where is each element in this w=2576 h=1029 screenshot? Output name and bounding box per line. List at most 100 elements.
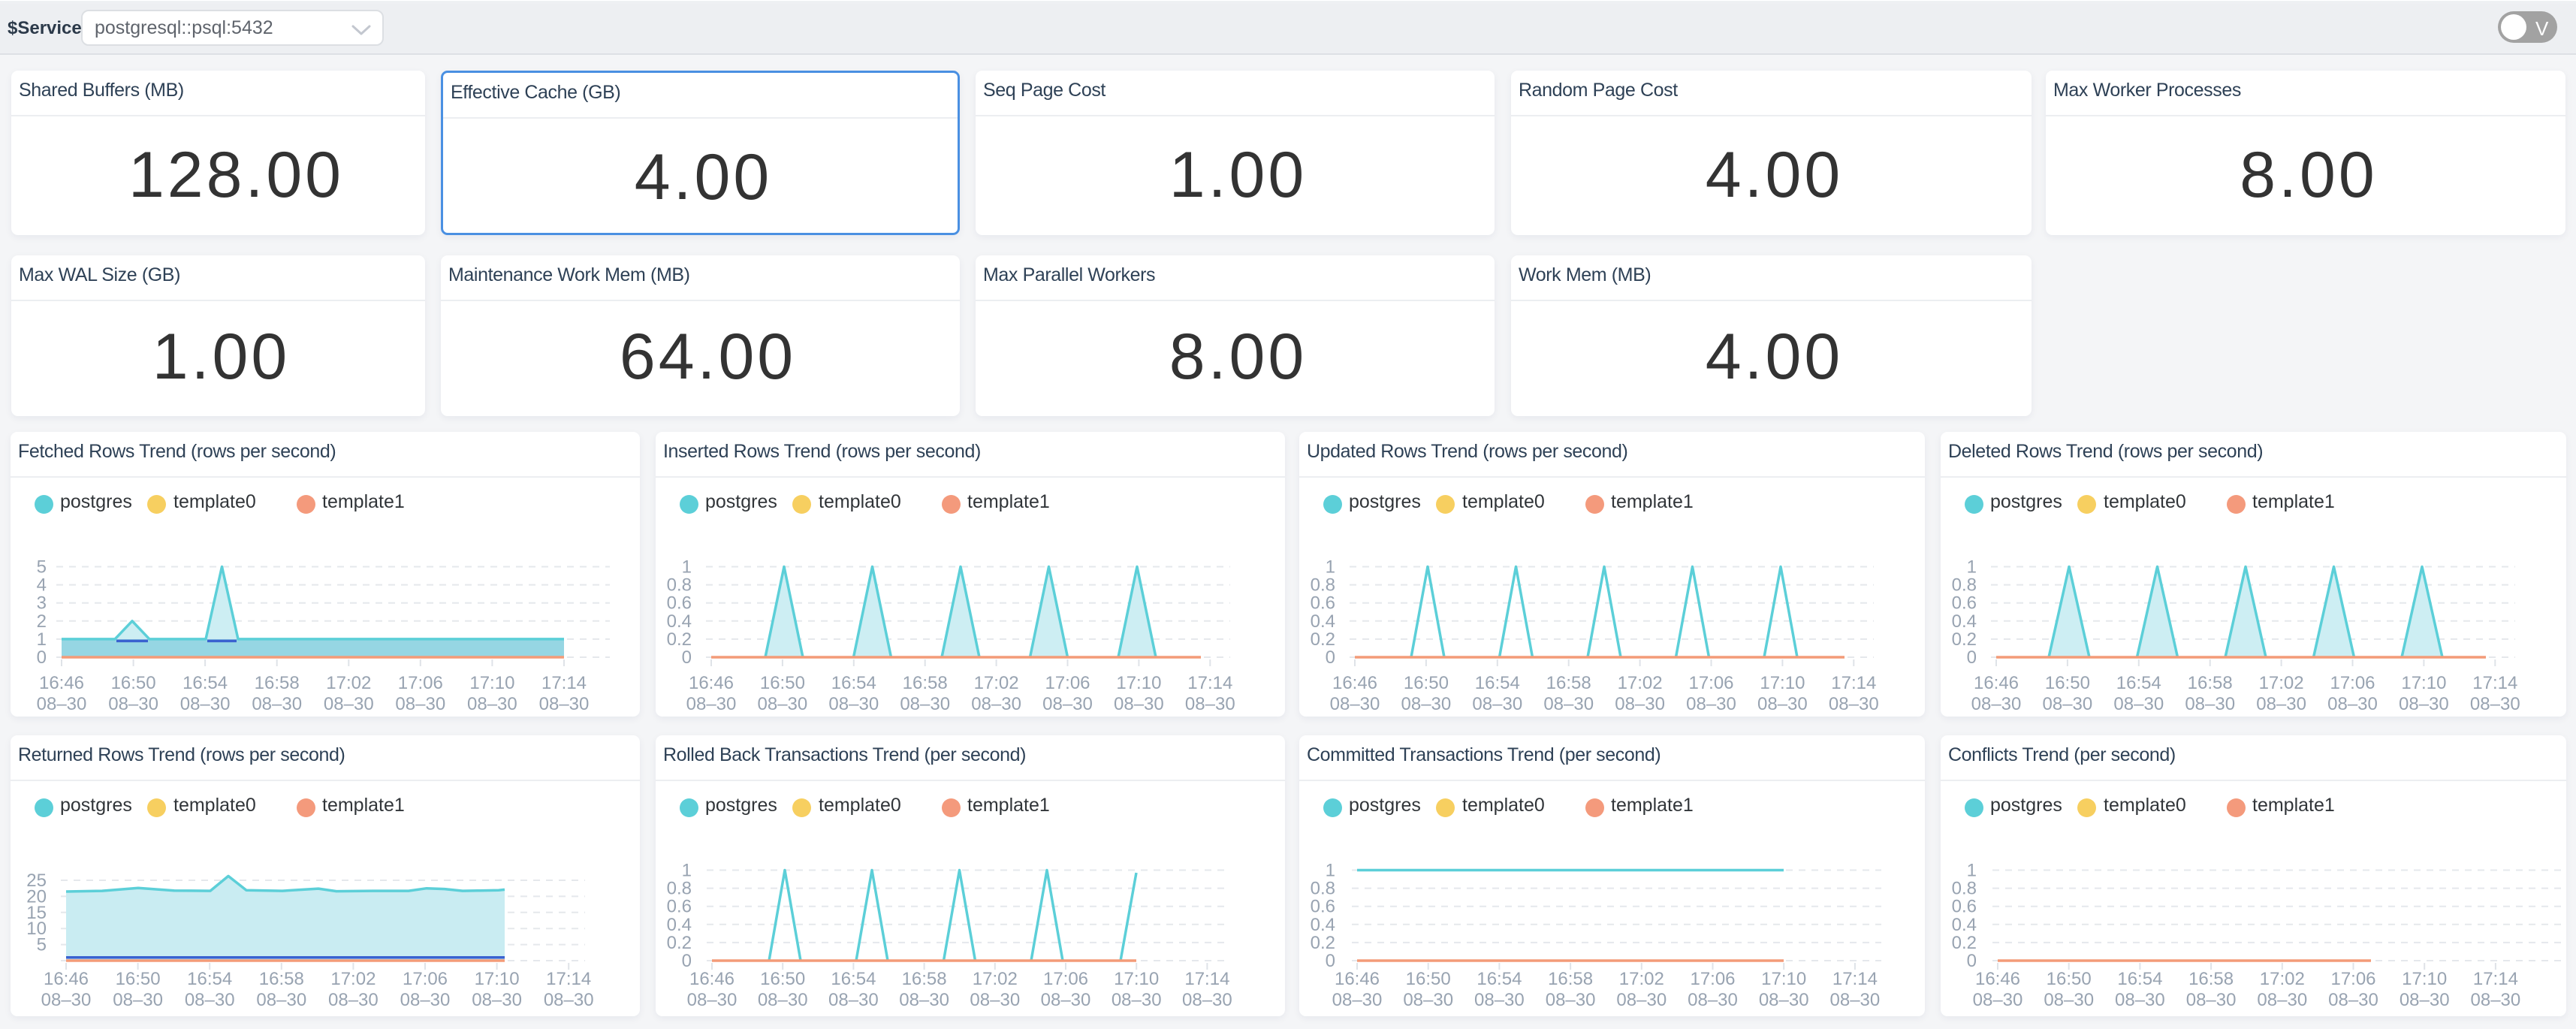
- svg-text:16:58: 16:58: [903, 673, 948, 693]
- svg-text:17:02: 17:02: [973, 969, 1018, 989]
- svg-text:08–30: 08–30: [180, 694, 231, 714]
- svg-text:16:50: 16:50: [760, 969, 805, 989]
- svg-text:17:14: 17:14: [1831, 673, 1876, 693]
- svg-text:5: 5: [37, 935, 47, 955]
- svg-text:1: 1: [1326, 557, 1335, 578]
- svg-text:5: 5: [37, 557, 47, 578]
- svg-text:0: 0: [37, 647, 47, 668]
- svg-text:16:58: 16:58: [255, 673, 300, 693]
- svg-text:16:46: 16:46: [689, 969, 734, 989]
- svg-text:17:06: 17:06: [1690, 969, 1735, 989]
- svg-text:1: 1: [1967, 861, 1977, 881]
- svg-text:0.8: 0.8: [667, 879, 692, 899]
- svg-text:17:02: 17:02: [2259, 673, 2304, 693]
- svg-text:16:58: 16:58: [1548, 969, 1593, 989]
- svg-text:08–30: 08–30: [1830, 990, 1881, 1010]
- svg-text:0.4: 0.4: [1952, 915, 1977, 935]
- svg-text:08–30: 08–30: [1330, 694, 1380, 714]
- svg-text:17:06: 17:06: [1043, 969, 1088, 989]
- svg-text:08–30: 08–30: [1182, 990, 1232, 1010]
- svg-text:0.8: 0.8: [667, 575, 692, 596]
- svg-text:0.4: 0.4: [1311, 611, 1335, 632]
- svg-text:08–30: 08–30: [687, 990, 738, 1010]
- svg-text:0: 0: [682, 951, 692, 971]
- svg-text:08–30: 08–30: [1546, 990, 1596, 1010]
- svg-text:0.6: 0.6: [1952, 897, 1977, 917]
- svg-text:08–30: 08–30: [758, 694, 808, 714]
- svg-text:08–30: 08–30: [971, 694, 1021, 714]
- svg-text:0.2: 0.2: [1952, 629, 1977, 650]
- svg-text:0: 0: [1326, 951, 1335, 971]
- svg-text:16:58: 16:58: [2188, 969, 2234, 989]
- svg-text:16:50: 16:50: [2045, 673, 2090, 693]
- svg-text:08–30: 08–30: [1114, 694, 1164, 714]
- svg-text:17:14: 17:14: [546, 969, 591, 989]
- svg-text:1: 1: [1967, 557, 1977, 578]
- svg-text:08–30: 08–30: [2115, 990, 2165, 1010]
- svg-text:16:46: 16:46: [1335, 969, 1380, 989]
- svg-text:08–30: 08–30: [1112, 990, 1162, 1010]
- svg-text:17:06: 17:06: [398, 673, 443, 693]
- svg-text:17:02: 17:02: [326, 673, 371, 693]
- svg-text:17:02: 17:02: [1619, 969, 1664, 989]
- svg-text:17:06: 17:06: [2330, 673, 2375, 693]
- svg-text:08–30: 08–30: [1332, 990, 1383, 1010]
- svg-text:1: 1: [37, 629, 47, 650]
- svg-text:17:14: 17:14: [1832, 969, 1878, 989]
- svg-text:16:54: 16:54: [187, 969, 232, 989]
- svg-text:0.2: 0.2: [1952, 933, 1977, 953]
- svg-text:17:10: 17:10: [475, 969, 520, 989]
- svg-text:08–30: 08–30: [252, 694, 302, 714]
- svg-text:08–30: 08–30: [2471, 990, 2521, 1010]
- svg-text:08–30: 08–30: [899, 990, 949, 1010]
- svg-text:08–30: 08–30: [2043, 694, 2093, 714]
- svg-text:08–30: 08–30: [2400, 990, 2450, 1010]
- svg-text:17:06: 17:06: [403, 969, 448, 989]
- svg-text:08–30: 08–30: [1403, 990, 1453, 1010]
- svg-text:17:06: 17:06: [1688, 673, 1733, 693]
- svg-text:16:58: 16:58: [902, 969, 947, 989]
- svg-text:08–30: 08–30: [1543, 694, 1594, 714]
- svg-text:17:10: 17:10: [1761, 969, 1806, 989]
- svg-text:16:58: 16:58: [2188, 673, 2233, 693]
- svg-text:08–30: 08–30: [544, 990, 594, 1010]
- svg-text:0.8: 0.8: [1952, 879, 1977, 899]
- svg-text:08–30: 08–30: [1615, 694, 1665, 714]
- svg-text:08–30: 08–30: [1759, 990, 1809, 1010]
- svg-text:1: 1: [682, 861, 692, 881]
- svg-text:0.4: 0.4: [1952, 611, 1977, 632]
- svg-text:0.8: 0.8: [1311, 879, 1335, 899]
- svg-text:17:14: 17:14: [2473, 969, 2518, 989]
- svg-text:08–30: 08–30: [2256, 694, 2306, 714]
- svg-text:0.8: 0.8: [1952, 575, 1977, 596]
- svg-text:0.6: 0.6: [667, 593, 692, 614]
- svg-text:08–30: 08–30: [970, 990, 1020, 1010]
- svg-text:17:14: 17:14: [1187, 673, 1232, 693]
- svg-text:17:14: 17:14: [541, 673, 587, 693]
- svg-text:1: 1: [1326, 861, 1335, 881]
- svg-text:17:06: 17:06: [1045, 673, 1090, 693]
- svg-text:0.8: 0.8: [1311, 575, 1335, 596]
- svg-text:17:06: 17:06: [2330, 969, 2375, 989]
- svg-text:0: 0: [682, 647, 692, 668]
- svg-text:0.2: 0.2: [667, 629, 692, 650]
- svg-text:2: 2: [37, 611, 47, 632]
- svg-text:0.4: 0.4: [1311, 915, 1335, 935]
- svg-text:08–30: 08–30: [2257, 990, 2307, 1010]
- svg-text:0.4: 0.4: [667, 611, 692, 632]
- svg-text:08–30: 08–30: [324, 694, 374, 714]
- svg-text:08–30: 08–30: [1829, 694, 1879, 714]
- svg-text:4: 4: [37, 575, 47, 596]
- svg-text:08–30: 08–30: [758, 990, 808, 1010]
- svg-text:0.2: 0.2: [1311, 629, 1335, 650]
- svg-text:08–30: 08–30: [2399, 694, 2449, 714]
- svg-text:08–30: 08–30: [539, 694, 590, 714]
- svg-text:16:54: 16:54: [1477, 969, 1522, 989]
- svg-text:16:50: 16:50: [1404, 673, 1449, 693]
- svg-text:08–30: 08–30: [472, 990, 522, 1010]
- svg-text:16:50: 16:50: [111, 673, 156, 693]
- svg-text:08–30: 08–30: [400, 990, 451, 1010]
- svg-text:08–30: 08–30: [467, 694, 517, 714]
- svg-text:16:50: 16:50: [760, 673, 805, 693]
- svg-text:1: 1: [682, 557, 692, 578]
